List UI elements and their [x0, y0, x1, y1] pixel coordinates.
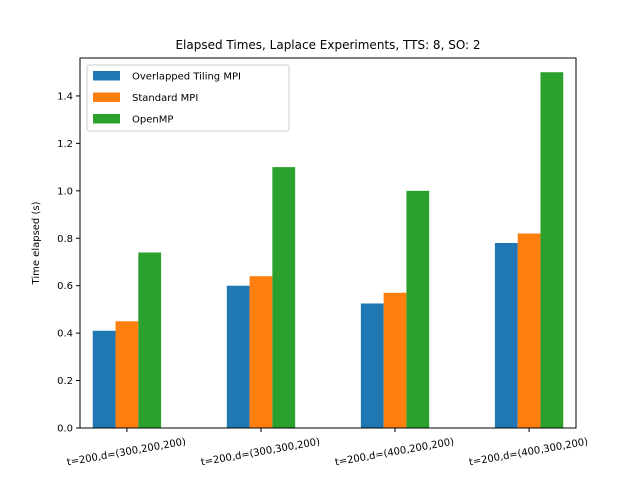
bar — [406, 190, 430, 428]
legend-label: Standard MPI — [132, 93, 198, 104]
y-tick-label: 0.4 — [57, 329, 73, 340]
legend-swatch — [93, 71, 120, 81]
y-axis-label: Time elapsed (s) — [31, 201, 42, 285]
chart-title: Elapsed Times, Laplace Experiments, TTS:… — [175, 38, 480, 52]
legend-label: OpenMP — [132, 115, 173, 126]
bar — [249, 276, 273, 428]
bar — [226, 285, 250, 428]
bar — [115, 321, 139, 428]
plot-frame — [79, 57, 577, 429]
legend-swatch — [93, 92, 120, 102]
bar — [138, 252, 162, 428]
bar — [92, 330, 116, 428]
bar — [272, 167, 296, 428]
y-tick-label: 1.0 — [57, 186, 73, 197]
legend: Overlapped Tiling MPI Standard MPI OpenMP — [86, 64, 290, 132]
bar — [540, 72, 564, 428]
legend-frame — [86, 64, 290, 132]
bar — [360, 303, 384, 428]
legend-label: Overlapped Tiling MPI — [132, 72, 241, 83]
y-tick-label: 1.2 — [57, 139, 73, 150]
bar — [383, 292, 407, 428]
legend-swatch — [93, 114, 120, 124]
y-axis: 0.0 0.2 0.4 0.6 0.8 1.0 1.2 1.4 — [57, 91, 80, 435]
y-tick-label: 1.4 — [57, 91, 73, 102]
y-tick-label: 0.2 — [57, 376, 73, 387]
y-tick-label: 0.6 — [57, 281, 73, 292]
bar — [494, 243, 518, 428]
bars-layer — [92, 72, 564, 428]
y-tick-label: 0.0 — [57, 424, 73, 435]
bar — [517, 233, 541, 428]
y-tick-label: 0.8 — [57, 234, 73, 245]
